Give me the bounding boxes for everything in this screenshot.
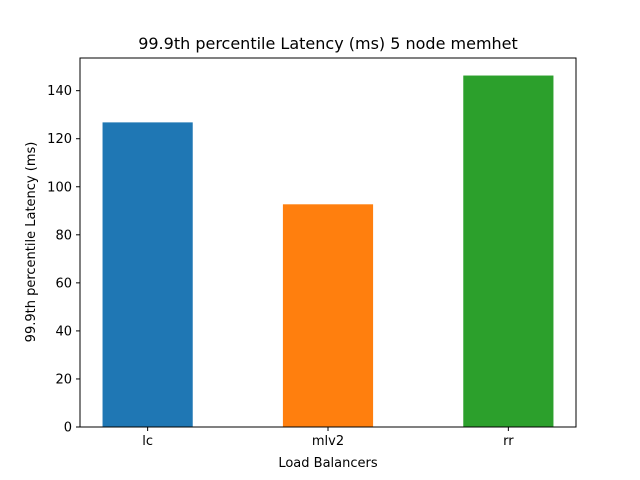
y-tick-label: 60: [55, 276, 72, 291]
x-axis-ticks: lc mlv2 rr: [142, 427, 514, 449]
x-tick-label: lc: [142, 434, 153, 449]
bar-mlv2: [282, 204, 374, 427]
x-axis-label: Load Balancers: [278, 456, 378, 471]
y-axis-ticks: 0 20 40 60 80 100 120 140: [47, 84, 80, 436]
y-tick-label: 0: [64, 421, 72, 436]
bar-lc: [102, 122, 193, 427]
y-tick-label: 40: [55, 324, 72, 339]
x-tick-label: rr: [503, 434, 514, 449]
y-tick-label: 140: [47, 84, 72, 99]
y-axis-label: 99.9th percentile Latency (ms): [24, 142, 39, 343]
y-tick-label: 120: [47, 132, 72, 147]
bar-rr: [463, 75, 554, 427]
chart-title: 99.9th percentile Latency (ms) 5 node me…: [138, 34, 518, 53]
y-tick-label: 100: [47, 180, 72, 195]
bars: [102, 75, 554, 427]
x-tick-label: mlv2: [312, 434, 344, 449]
y-tick-label: 80: [55, 228, 72, 243]
plot-frame: [79, 57, 577, 428]
y-tick-label: 20: [55, 372, 72, 387]
